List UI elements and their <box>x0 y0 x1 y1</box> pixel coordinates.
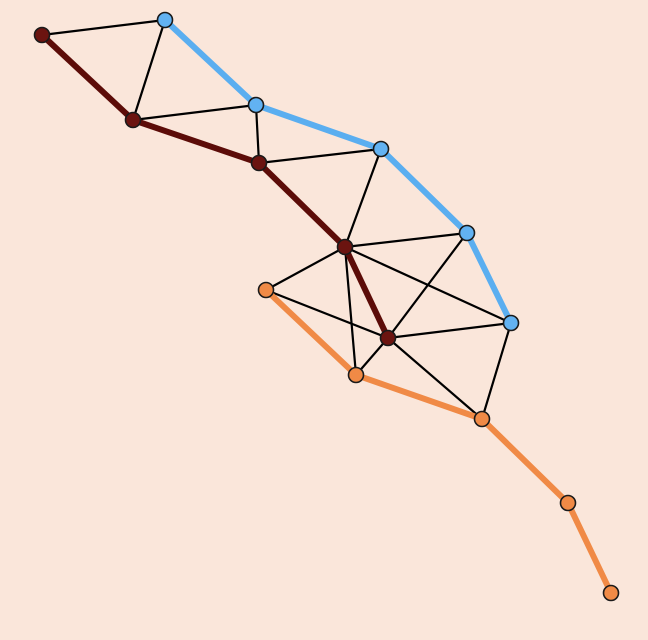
edge-o1-d5 <box>264 288 390 340</box>
edge-d4-o2 <box>343 245 358 377</box>
node-o3 <box>473 410 491 428</box>
path-dark-red <box>39 32 391 341</box>
edge-d4-o1 <box>264 245 347 292</box>
node-d4 <box>336 238 354 256</box>
edge-b1-d2 <box>131 18 167 122</box>
node-b3 <box>372 140 390 158</box>
node-d3 <box>250 154 268 172</box>
node-o1 <box>257 281 275 299</box>
node-o5 <box>602 584 620 602</box>
node-o4 <box>559 494 577 512</box>
path-blue <box>162 17 514 326</box>
colored-paths-layer <box>39 17 614 596</box>
edge-d3-b3 <box>257 147 383 165</box>
edge-b5-o3 <box>480 321 513 421</box>
node-o2 <box>347 366 365 384</box>
node-b4 <box>458 224 476 242</box>
edge-b5-d5 <box>386 321 513 340</box>
node-b2 <box>247 96 265 114</box>
edge-d5-o3 <box>386 336 484 421</box>
edge-d4-b4 <box>343 231 469 249</box>
edge-d1-b1 <box>40 18 167 37</box>
node-d1 <box>33 26 51 44</box>
node-d2 <box>124 111 142 129</box>
edge-d2-b2 <box>131 103 258 122</box>
path-orange <box>263 287 614 596</box>
node-d5 <box>379 329 397 347</box>
edge-b4-d5 <box>386 231 469 340</box>
node-b1 <box>156 11 174 29</box>
node-b5 <box>502 314 520 332</box>
edge-b2-d3 <box>254 103 261 165</box>
thin-edges-layer <box>40 18 513 421</box>
nodes-layer <box>33 11 620 602</box>
edge-b3-d4 <box>343 147 383 249</box>
